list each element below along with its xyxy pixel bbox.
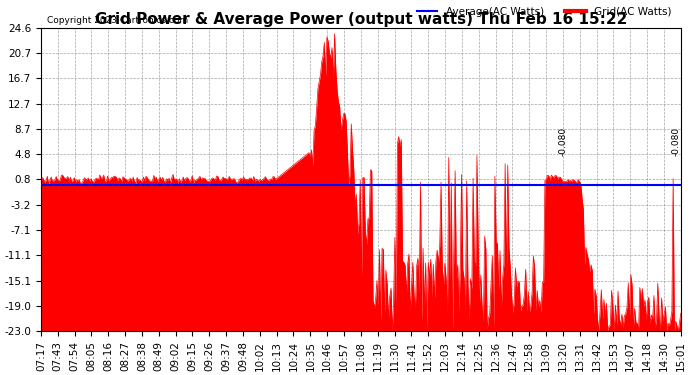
Text: Copyright 2023 Cartronics.com: Copyright 2023 Cartronics.com <box>48 16 188 25</box>
Text: -0.080: -0.080 <box>558 127 567 156</box>
Title: Grid Power & Average Power (output watts) Thu Feb 16 15:22: Grid Power & Average Power (output watts… <box>95 12 627 27</box>
Legend: Average(AC Watts), Grid(AC Watts): Average(AC Watts), Grid(AC Watts) <box>413 3 676 21</box>
Text: -0.080: -0.080 <box>671 127 680 156</box>
